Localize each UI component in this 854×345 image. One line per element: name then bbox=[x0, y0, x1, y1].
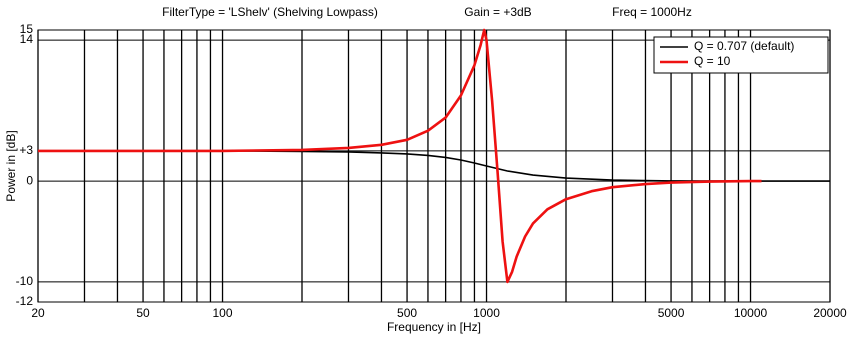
plot-area bbox=[37, 29, 831, 303]
x-axis-label: Frequency in [Hz] bbox=[387, 320, 481, 334]
y-tick-label: 15 bbox=[20, 22, 34, 36]
legend-label: Q = 0.707 (default) bbox=[694, 39, 794, 53]
y-tick-label: -10 bbox=[16, 274, 34, 288]
x-tick-label: 5000 bbox=[658, 306, 685, 320]
series-line bbox=[38, 28, 762, 284]
x-tick-label: 10000 bbox=[734, 306, 768, 320]
x-tick-label: 100 bbox=[213, 306, 233, 320]
x-tick-label: 50 bbox=[136, 306, 150, 320]
freq-label: Freq = 1000Hz bbox=[612, 5, 692, 19]
y-axis-label: Power in [dB] bbox=[4, 130, 18, 201]
chart-title: FilterType = 'LShelv' (Shelving Lowpass) bbox=[162, 5, 378, 19]
x-tick-label: 20000 bbox=[813, 306, 847, 320]
series-line bbox=[38, 150, 830, 182]
y-tick-label: 14 bbox=[20, 32, 34, 46]
y-tick-label: -12 bbox=[16, 294, 34, 308]
x-tick-label: 500 bbox=[397, 306, 417, 320]
x-tick-label: 20 bbox=[31, 306, 45, 320]
x-tick-label: 1000 bbox=[473, 306, 500, 320]
legend-box bbox=[653, 36, 829, 74]
y-tick-label: 0 bbox=[26, 173, 33, 187]
y-tick-label: +3 bbox=[19, 143, 33, 157]
legend-label: Q = 10 bbox=[694, 54, 731, 68]
gain-label: Gain = +3dB bbox=[464, 5, 531, 19]
